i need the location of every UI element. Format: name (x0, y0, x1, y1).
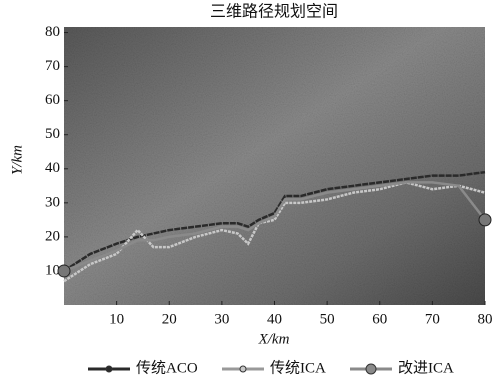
start-marker (58, 265, 70, 277)
y-tick-label: 70 (45, 58, 60, 74)
x-tick-label: 80 (478, 311, 493, 327)
goal-marker (479, 214, 491, 226)
y-tick-label: 50 (45, 126, 60, 142)
legend: 传统ACO 传统ICA 改进ICA (88, 359, 454, 376)
y-tick-label: 80 (45, 24, 60, 40)
legend-marker (106, 366, 112, 372)
y-tick-label: 40 (45, 160, 60, 176)
x-tick-label: 60 (372, 311, 387, 327)
legend-label: 改进ICA (398, 359, 454, 376)
x-axis-label: X/km (258, 331, 290, 347)
y-tick-label: 60 (45, 92, 60, 108)
legend-label: 传统ACO (136, 359, 198, 376)
x-tick-label: 10 (109, 311, 124, 327)
x-tick-label: 50 (320, 311, 335, 327)
terrain-surface (64, 27, 485, 305)
page: {"chart_data": {"type": "line", "title":… (0, 0, 497, 386)
y-tick-label: 20 (45, 228, 60, 244)
x-tick-label: 20 (162, 311, 177, 327)
x-tick-label: 70 (425, 311, 440, 327)
legend-marker (240, 366, 246, 372)
chart: 三维路径规划空间 X/km Y/km 传统ACO 传统ICA 改进ICA 10 20 3… (0, 0, 497, 386)
chart-title: 三维路径规划空间 (210, 3, 338, 21)
x-tick-label: 40 (267, 311, 282, 327)
y-axis-label: Y/km (9, 145, 25, 175)
legend-label: 传统ICA (270, 359, 326, 376)
y-tick-label: 30 (45, 194, 60, 210)
x-tick-label: 30 (214, 311, 229, 327)
legend-marker (366, 364, 376, 374)
